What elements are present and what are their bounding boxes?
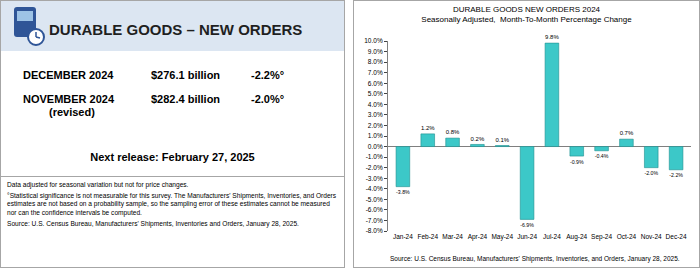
- svg-text:-5.0%: -5.0%: [366, 196, 383, 203]
- svg-text:Nov-24: Nov-24: [641, 233, 662, 240]
- svg-text:3.0%: 3.0%: [368, 111, 383, 118]
- svg-text:-2.2%: -2.2%: [669, 172, 683, 178]
- svg-text:-3.8%: -3.8%: [396, 189, 410, 195]
- svg-text:8.0%: 8.0%: [368, 58, 383, 65]
- html-text:Data adjusted for seasonal var: Data adjusted for seasonal variation but…: [7, 181, 189, 188]
- svg-text:Apr-24: Apr-24: [468, 233, 488, 241]
- svg-text:-1.0%: -1.0%: [366, 153, 383, 160]
- svg-text:Mar-24: Mar-24: [442, 233, 463, 240]
- svg-text:6.0%: 6.0%: [368, 79, 383, 86]
- svg-text:-6.0%: -6.0%: [366, 206, 383, 213]
- svg-text:2.0%: 2.0%: [368, 122, 383, 129]
- html-text:DURABLE GOODS – NEW ORDERS: DURABLE GOODS – NEW ORDERS: [49, 21, 303, 38]
- svg-text:Source: U.S. Census Bureau, Ma: Source: U.S. Census Bureau, Manufacturer…: [390, 255, 680, 263]
- svg-text:9.0%: 9.0%: [368, 48, 383, 55]
- svg-text:-2.0%: -2.0%: [644, 170, 658, 176]
- svg-text:-4.0%: -4.0%: [366, 185, 383, 192]
- html-text:$276.1 billion: $276.1 billion: [151, 69, 221, 81]
- svg-text:-0.9%: -0.9%: [570, 159, 584, 165]
- svg-text:0.8%: 0.8%: [446, 129, 460, 135]
- html-text:(revised): (revised): [49, 106, 95, 118]
- svg-text:May-24: May-24: [491, 233, 513, 241]
- html-text:NOVEMBER 2024: NOVEMBER 2024: [23, 93, 115, 105]
- svg-text:Jan-24: Jan-24: [393, 233, 413, 240]
- html-text:Source: U.S. Census Bureau, Ma: Source: U.S. Census Bureau, Manufacturer…: [7, 219, 299, 227]
- svg-text:0.7%: 0.7%: [620, 130, 634, 136]
- html-text:°Statistical significance is n: °Statistical significance is not measura…: [7, 192, 337, 216]
- svg-text:1.0%: 1.0%: [368, 132, 383, 139]
- svg-text:Aug-24: Aug-24: [566, 233, 587, 241]
- svg-text:-0.4%: -0.4%: [595, 153, 609, 159]
- html-text:$282.4 billion: $282.4 billion: [151, 93, 221, 105]
- html-text:Next release: February 27, 202: Next release: February 27, 2025: [90, 151, 255, 163]
- html-text:DECEMBER 2024: DECEMBER 2024: [23, 69, 114, 81]
- svg-text:0.1%: 0.1%: [495, 137, 509, 143]
- svg-text:10.0%: 10.0%: [364, 37, 383, 44]
- svg-text:-6.9%: -6.9%: [520, 222, 534, 228]
- svg-text:-8.0%: -8.0%: [366, 227, 383, 234]
- svg-text:Jun-24: Jun-24: [517, 233, 537, 240]
- svg-text:-3.0%: -3.0%: [366, 174, 383, 181]
- svg-text:0.2%: 0.2%: [471, 136, 485, 142]
- svg-text:1.2%: 1.2%: [421, 125, 435, 131]
- svg-text:0.0%: 0.0%: [368, 143, 383, 150]
- svg-text:-2.0%: -2.0%: [366, 164, 383, 171]
- svg-text:9.8%: 9.8%: [545, 34, 559, 40]
- html-text:-2.0%°: -2.0%°: [251, 93, 285, 105]
- svg-text:4.0%: 4.0%: [368, 101, 383, 108]
- svg-text:DURABLE GOODS NEW ORDERS 2024S: DURABLE GOODS NEW ORDERS 2024Seasonally …: [421, 5, 632, 24]
- svg-text:Feb-24: Feb-24: [417, 233, 438, 240]
- html-text:-2.2%°: -2.2%°: [251, 69, 285, 81]
- svg-text:5.0%: 5.0%: [368, 90, 383, 97]
- svg-text:Oct-24: Oct-24: [617, 233, 637, 240]
- svg-text:Dec-24: Dec-24: [666, 233, 687, 240]
- svg-text:Sep-24: Sep-24: [591, 233, 612, 241]
- svg-text:-7.0%: -7.0%: [366, 217, 383, 224]
- svg-text:Jul-24: Jul-24: [543, 233, 561, 240]
- svg-text:7.0%: 7.0%: [368, 69, 383, 76]
